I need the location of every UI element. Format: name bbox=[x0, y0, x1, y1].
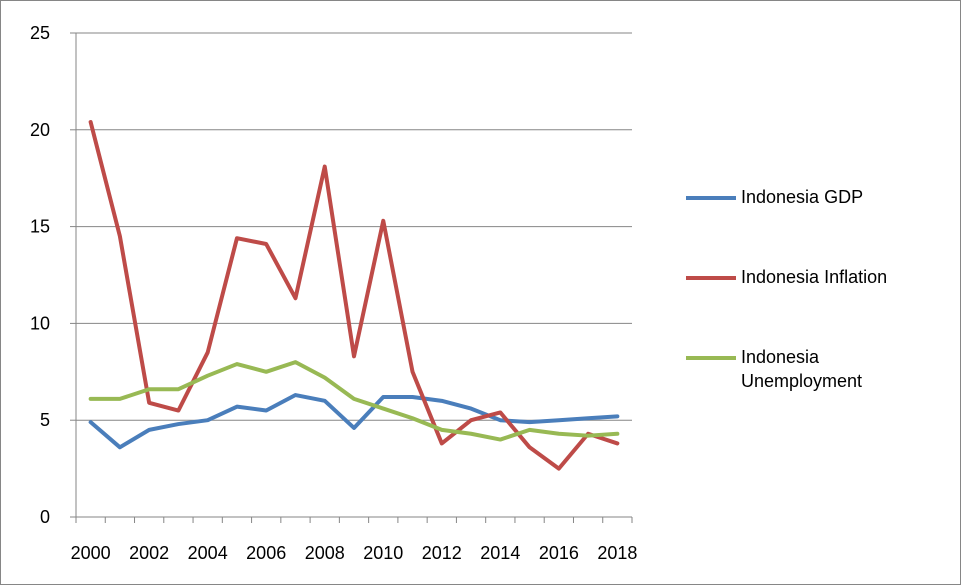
legend-swatch bbox=[686, 356, 736, 360]
x-tick-label: 2006 bbox=[246, 543, 286, 563]
x-tick-label: 2008 bbox=[305, 543, 345, 563]
x-tick-label: 2012 bbox=[422, 543, 462, 563]
y-tick-label: 5 bbox=[40, 410, 50, 430]
series-line bbox=[88, 393, 620, 450]
y-tick-label: 25 bbox=[30, 23, 50, 43]
legend-swatch bbox=[686, 196, 736, 200]
legend-item: Indonesia GDP bbox=[686, 185, 941, 209]
y-tick-label: 20 bbox=[30, 120, 50, 140]
y-tick-label: 0 bbox=[40, 507, 50, 527]
x-tick-label: 2018 bbox=[597, 543, 637, 563]
x-tick-label: 2000 bbox=[71, 543, 111, 563]
series-line bbox=[88, 120, 620, 471]
legend-item: Indonesia Inflation bbox=[686, 265, 941, 289]
legend-swatch bbox=[686, 276, 736, 280]
x-tick-label: 2016 bbox=[539, 543, 579, 563]
y-tick-label: 10 bbox=[30, 313, 50, 333]
x-tick-label: 2002 bbox=[129, 543, 169, 563]
y-tick-label: 15 bbox=[30, 217, 50, 237]
legend-label: Indonesia GDP bbox=[741, 187, 864, 207]
legend-item: Indonesia Unemployment bbox=[686, 345, 941, 393]
legend-label: Indonesia Inflation bbox=[741, 267, 888, 287]
x-tick-label: 2014 bbox=[480, 543, 520, 563]
series-line bbox=[88, 360, 620, 442]
x-tick-label: 2004 bbox=[188, 543, 228, 563]
x-tick-label: 2010 bbox=[363, 543, 403, 563]
legend-label: Indonesia Unemployment bbox=[741, 347, 863, 391]
